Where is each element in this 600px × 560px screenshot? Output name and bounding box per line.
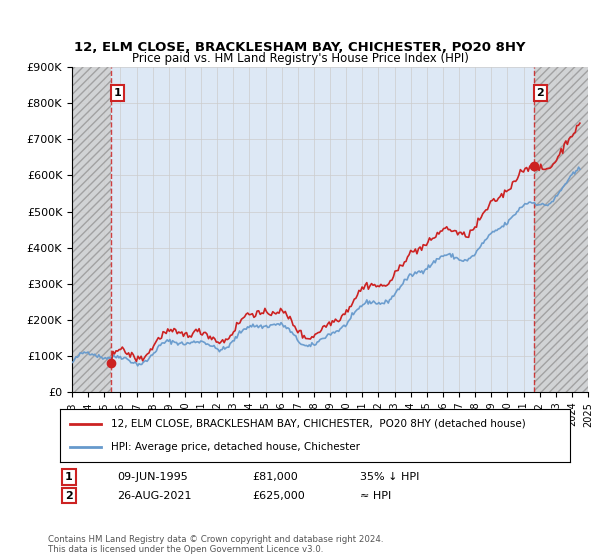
- Text: Price paid vs. HM Land Registry's House Price Index (HPI): Price paid vs. HM Land Registry's House …: [131, 52, 469, 66]
- Text: 1: 1: [65, 472, 73, 482]
- Text: £81,000: £81,000: [252, 472, 298, 482]
- Text: HPI: Average price, detached house, Chichester: HPI: Average price, detached house, Chic…: [111, 442, 360, 452]
- Text: 2: 2: [536, 88, 544, 98]
- Text: 1: 1: [114, 88, 122, 98]
- Text: 12, ELM CLOSE, BRACKLESHAM BAY, CHICHESTER,  PO20 8HY (detached house): 12, ELM CLOSE, BRACKLESHAM BAY, CHICHEST…: [111, 419, 526, 429]
- Text: 26-AUG-2021: 26-AUG-2021: [117, 491, 191, 501]
- Bar: [72, 67, 112, 392]
- Text: 2: 2: [65, 491, 73, 501]
- Text: 35% ↓ HPI: 35% ↓ HPI: [360, 472, 419, 482]
- Text: 09-JUN-1995: 09-JUN-1995: [117, 472, 188, 482]
- Text: Contains HM Land Registry data © Crown copyright and database right 2024.
This d: Contains HM Land Registry data © Crown c…: [48, 535, 383, 554]
- Bar: [534, 67, 588, 392]
- Text: ≈ HPI: ≈ HPI: [360, 491, 391, 501]
- Text: £625,000: £625,000: [252, 491, 305, 501]
- Text: 12, ELM CLOSE, BRACKLESHAM BAY, CHICHESTER, PO20 8HY: 12, ELM CLOSE, BRACKLESHAM BAY, CHICHEST…: [74, 41, 526, 54]
